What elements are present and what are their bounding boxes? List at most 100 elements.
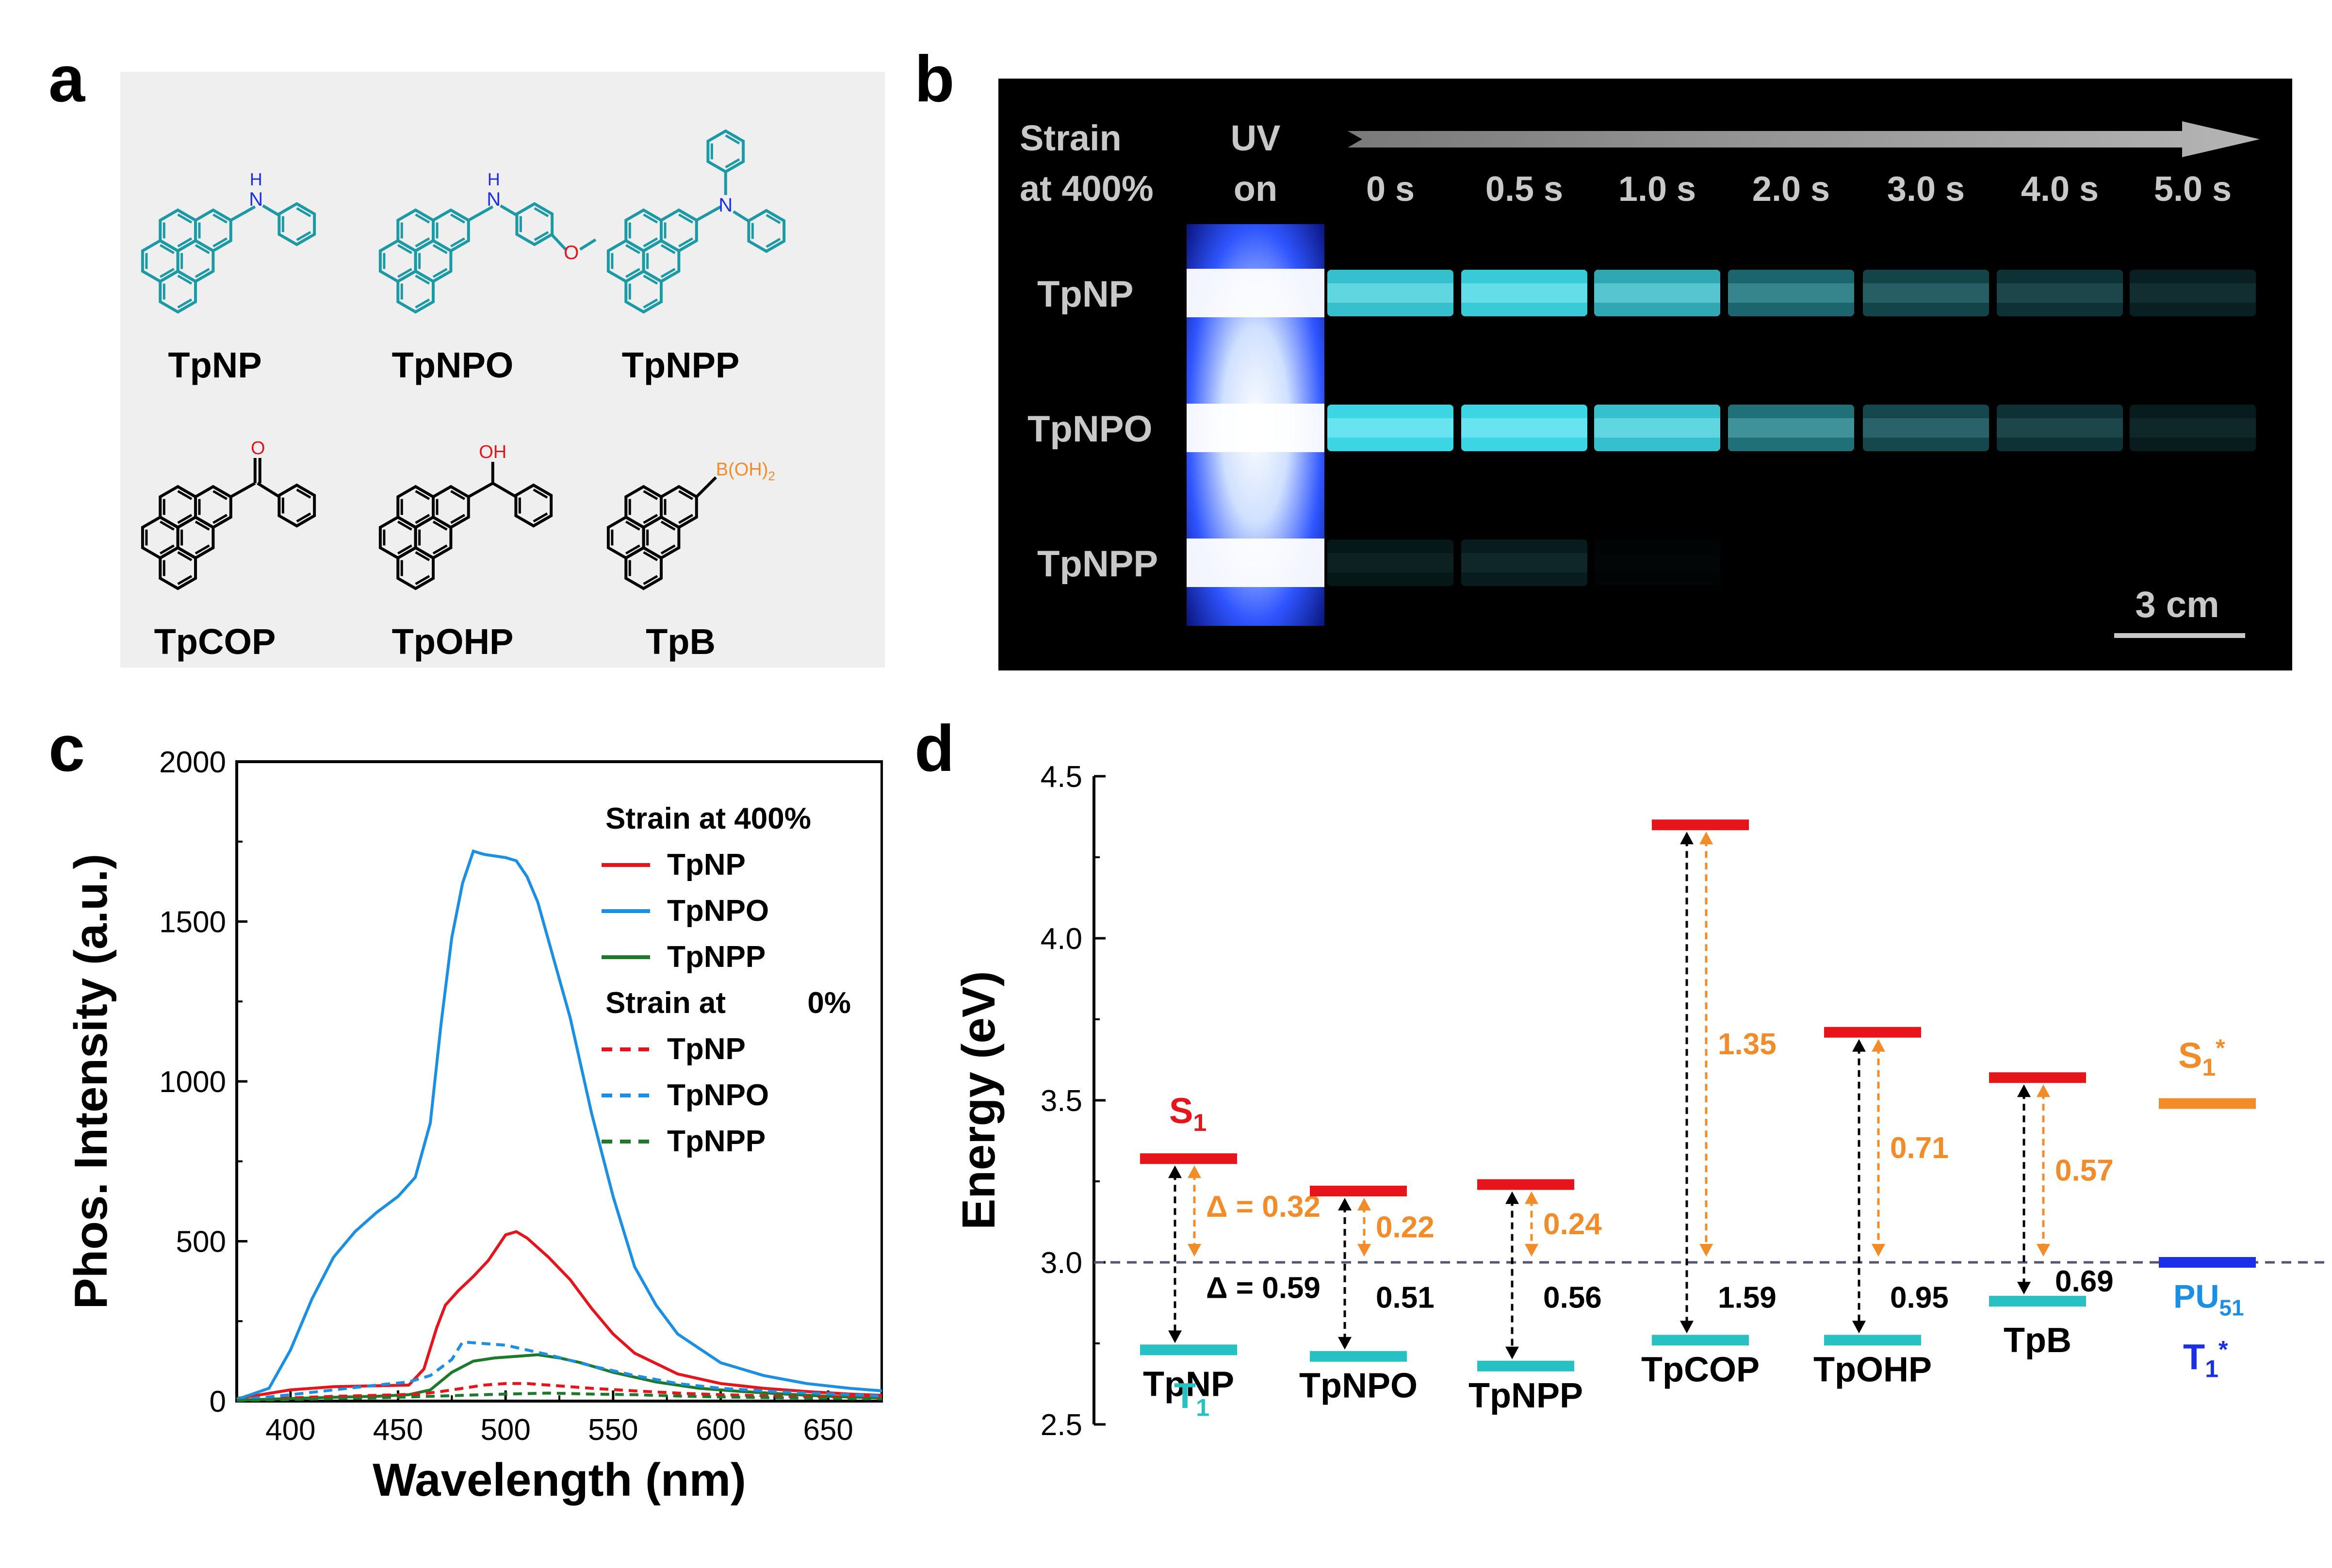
arrowhead	[1357, 1244, 1371, 1257]
scale-bar-label: 3 cm	[2135, 584, 2219, 625]
delta-tt-label: Δ = 0.59	[1206, 1271, 1321, 1305]
molecule-tpnp-ring-top-double-bond	[177, 213, 193, 224]
legend-title-1: Strain at 400%	[605, 802, 811, 835]
molecule-tpnpp-ring-right-double-bond	[678, 237, 693, 247]
arrowhead	[1852, 1321, 1866, 1334]
molecule-tpb-ring-top-double-bond	[643, 490, 658, 500]
molecule-name-tpcop: TpCOP	[154, 621, 276, 662]
uv-strip	[1187, 404, 1324, 452]
molecule-tpb-ring-bottom-double-bond	[643, 551, 658, 561]
molecule-tpnpo-ring-right-double-bond	[450, 213, 465, 224]
molecule-tpnpp-phenyl-right-double-bond	[766, 238, 781, 248]
delta-st-label: 1.35	[1718, 1028, 1777, 1061]
arrowhead	[1338, 1198, 1352, 1211]
arrowhead	[1188, 1244, 1201, 1257]
molecule-tpcop-o-atom: O	[251, 438, 265, 458]
molecule-tpnpo-ring-left-double-bond	[397, 268, 412, 278]
molecule-tpnpp-ring-right-double-bond	[678, 213, 693, 224]
host-t1-label: T1*	[2183, 1336, 2228, 1382]
molecule-tpohp-phenyl-double-bond	[533, 489, 548, 499]
molecule-tpcop-ring-center-double-bond	[195, 544, 210, 555]
molecule-tpb-ring-center-double-bond	[660, 544, 676, 555]
host-name-label: PU51	[2173, 1278, 2244, 1321]
molecule-tpnp-ring-bottom-double-bond	[177, 298, 193, 309]
film-strip	[1461, 539, 1587, 586]
molecule-tpcop-ring-bottom-double-bond	[177, 575, 193, 585]
molecule-tpnpo-ring-left-double-bond	[397, 244, 412, 254]
molecule-tpnp-phenyl-double-bond	[296, 207, 311, 217]
row-label: TpNPO	[1027, 408, 1153, 450]
y-tick-label: 0	[210, 1385, 226, 1419]
film-strip-highlight	[1461, 418, 1587, 438]
molecule-tpnp-phenyl	[277, 202, 316, 246]
arrowhead	[1338, 1337, 1352, 1350]
y-axis-label: Energy (eV)	[953, 971, 1005, 1229]
film-strip-highlight	[1594, 418, 1720, 438]
molecule-tpcop-ring-top-double-bond	[177, 514, 193, 524]
time-label: 0.5 s	[1485, 170, 1563, 209]
molecule-tpohp-bond-2	[492, 482, 517, 498]
molecule-tpohp-ring-left-double-bond	[397, 544, 412, 555]
molecule-tpb-ring-left-double-bond	[625, 521, 640, 531]
film-strip	[1594, 405, 1720, 451]
molecule-tpnp-ring-center-double-bond	[195, 244, 210, 254]
molecule-tpnpo-bond-o	[551, 233, 567, 251]
molecule-tpohp-ring-bottom-double-bond	[415, 551, 430, 561]
film-strip-highlight	[1997, 283, 2123, 303]
delta-tt-label: 1.59	[1718, 1281, 1777, 1315]
arrowhead	[2037, 1244, 2050, 1257]
y-tick-label: 1000	[159, 1065, 226, 1099]
molecule-tpohp-bond	[468, 482, 494, 498]
uv-strip	[1187, 539, 1324, 587]
molecule-tpcop-bond-2	[257, 482, 280, 498]
molecule-tpcop-phenyl	[277, 483, 316, 528]
delta-st-label: 0.24	[1543, 1208, 1602, 1241]
molecule-tpnpp-ring-top-double-bond	[643, 237, 658, 247]
film-strip	[1327, 405, 1453, 451]
molecule-tpohp-ring-top-double-bond	[415, 514, 430, 524]
compound-name-tpohp: TpOHP	[1813, 1350, 1932, 1389]
film-strip	[1728, 270, 1854, 316]
legend-title-2: Strain at	[605, 986, 726, 1020]
film-strip	[2130, 405, 2256, 451]
arrowhead	[1505, 1191, 1519, 1204]
arrowhead	[1525, 1244, 1538, 1257]
molecule-tpcop-ring-left-double-bond	[160, 521, 175, 531]
molecule-name-tpohp: TpOHP	[392, 621, 514, 662]
film-strip-highlight	[1594, 553, 1720, 572]
molecule-tpnpo-ring-left	[378, 239, 417, 283]
series-line-tpnp-400pct	[236, 1230, 882, 1400]
film-strip-highlight	[2130, 283, 2256, 303]
molecule-tpnpp-phenyl-top	[706, 129, 745, 174]
molecule-tpb-ring-top-double-bond	[643, 514, 658, 524]
film-strip	[1461, 270, 1587, 316]
molecule-tpcop-phenyl-double-bond	[296, 489, 311, 499]
molecule-tpohp-phenyl-double-bond	[533, 512, 548, 523]
time-label: 3.0 s	[1887, 170, 1965, 209]
y-tick-label: 3.5	[1041, 1084, 1082, 1118]
film-strip-highlight	[1863, 283, 1989, 303]
x-tick-label: 550	[588, 1413, 638, 1447]
film-strip	[1327, 270, 1453, 316]
molecule-tpohp-phenyl	[514, 483, 553, 528]
molecule-tpnpp-ring-bottom-double-bond	[643, 298, 658, 309]
molecule-tpnpo-bond	[468, 205, 494, 222]
delta-tt-label: 0.69	[2055, 1265, 2114, 1298]
time-label: 4.0 s	[2021, 170, 2099, 209]
arrowhead	[1357, 1198, 1371, 1211]
arrowhead	[1699, 1244, 1713, 1257]
row-label: TpNPP	[1037, 543, 1158, 585]
delta-st-label: 0.71	[1890, 1131, 1949, 1165]
legend-entry: TpNPO	[667, 1078, 769, 1112]
molecule-tpohp-ring-top-double-bond	[415, 490, 430, 500]
legend-title-2-value: 0%	[807, 986, 851, 1020]
molecule-tpb-ring-right-double-bond	[678, 514, 693, 524]
molecule-tpnpp-ring-left	[606, 239, 645, 283]
molecule-tpohp-ring-center-double-bond	[432, 521, 448, 531]
molecule-tpb-ring-left	[606, 515, 645, 560]
series-line-tpnpo-0pct	[236, 1340, 882, 1402]
arrowhead	[1525, 1191, 1538, 1204]
panel-b-photo: Strain at 400% UV on 0 s 0.5 s 1.0 s 2.0 s 3.0 s…	[998, 79, 2292, 670]
molecule-tpnp-phenyl-double-bond	[296, 231, 311, 241]
film-strip	[2130, 270, 2256, 316]
